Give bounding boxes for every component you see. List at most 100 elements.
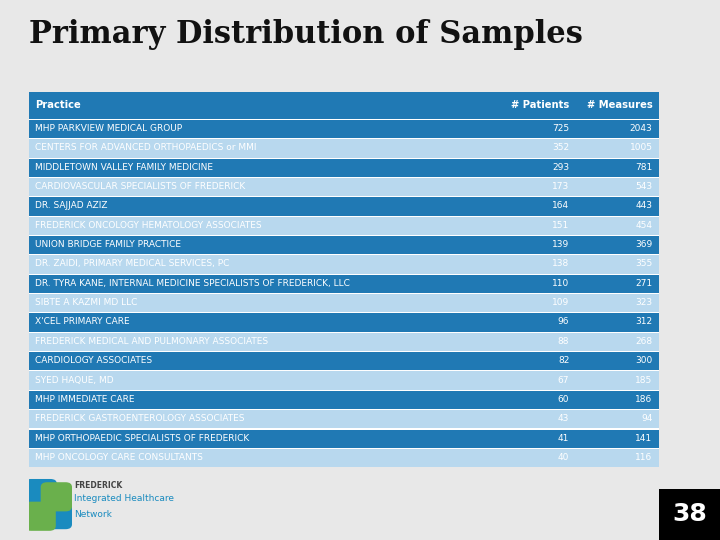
Text: 60: 60 [558,395,570,404]
Bar [492,254,576,274]
Bar [492,370,576,390]
Bar [29,235,492,254]
Bar [29,332,659,333]
Bar [29,215,492,235]
Text: MHP ONCOLOGY CARE CONSULTANTS: MHP ONCOLOGY CARE CONSULTANTS [35,453,203,462]
Bar [576,158,659,177]
Bar [576,119,659,138]
Text: CARDIOVASCULAR SPECIALISTS OF FREDERICK: CARDIOVASCULAR SPECIALISTS OF FREDERICK [35,182,246,191]
Text: SIBTE A KAZMI MD LLC: SIBTE A KAZMI MD LLC [35,298,138,307]
Bar [492,92,576,119]
Text: Primary Distribution of Samples: Primary Distribution of Samples [29,19,582,50]
Bar [29,448,492,467]
Bar [29,448,659,449]
Bar [29,177,659,178]
Text: CARDIOLOGY ASSOCIATES: CARDIOLOGY ASSOCIATES [35,356,152,365]
Text: 454: 454 [636,221,652,230]
Bar [492,274,576,293]
Text: 164: 164 [552,201,570,211]
Text: 38: 38 [672,502,707,526]
Bar [576,138,659,158]
Text: 88: 88 [558,337,570,346]
Text: 43: 43 [558,414,570,423]
Bar [29,177,492,196]
Bar [29,370,492,390]
Bar [29,409,492,428]
Bar [29,215,659,217]
Bar [29,312,492,332]
Bar [576,196,659,215]
Text: 82: 82 [558,356,570,365]
Bar [492,351,576,370]
Text: 173: 173 [552,182,570,191]
Bar [576,370,659,390]
Text: X'CEL PRIMARY CARE: X'CEL PRIMARY CARE [35,318,130,327]
Text: 110: 110 [552,279,570,288]
Bar [492,177,576,196]
Bar [29,254,659,255]
Text: 40: 40 [558,453,570,462]
Text: 725: 725 [552,124,570,133]
Bar [492,235,576,254]
Text: Integrated Healthcare: Integrated Healthcare [74,494,174,503]
Bar [29,409,659,410]
Bar [576,254,659,274]
Text: 186: 186 [635,395,652,404]
FancyBboxPatch shape [659,489,720,540]
Text: # Patients: # Patients [511,100,570,110]
Text: 355: 355 [635,259,652,268]
Bar [576,215,659,235]
Text: 138: 138 [552,259,570,268]
Text: MHP PARKVIEW MEDICAL GROUP: MHP PARKVIEW MEDICAL GROUP [35,124,182,133]
Text: MHP ORTHOPAEDIC SPECIALISTS OF FREDERICK: MHP ORTHOPAEDIC SPECIALISTS OF FREDERICK [35,434,249,443]
Bar [576,448,659,467]
Bar [492,196,576,215]
Text: Practice: Practice [35,100,81,110]
Text: 293: 293 [552,163,570,172]
Text: # Measures: # Measures [587,100,652,110]
Bar [29,351,659,352]
Bar [576,428,659,448]
Text: 781: 781 [635,163,652,172]
Bar [29,196,659,197]
Bar [29,196,492,215]
Bar [576,409,659,428]
Bar [29,92,492,119]
Bar [29,390,659,391]
Text: SYED HAQUE, MD: SYED HAQUE, MD [35,375,114,384]
Text: MHP IMMEDIATE CARE: MHP IMMEDIATE CARE [35,395,135,404]
Bar [576,274,659,293]
Text: FREDERICK ONCOLOGY HEMATOLOGY ASSOCIATES: FREDERICK ONCOLOGY HEMATOLOGY ASSOCIATES [35,221,262,230]
Text: 139: 139 [552,240,570,249]
Text: 268: 268 [635,337,652,346]
Bar [29,158,659,159]
FancyBboxPatch shape [24,479,57,508]
Bar [576,351,659,370]
Text: MIDDLETOWN VALLEY FAMILY MEDICINE: MIDDLETOWN VALLEY FAMILY MEDICINE [35,163,213,172]
Text: FREDERICK GASTROENTEROLOGY ASSOCIATES: FREDERICK GASTROENTEROLOGY ASSOCIATES [35,414,245,423]
Bar [576,293,659,312]
FancyBboxPatch shape [40,482,72,511]
Text: 543: 543 [635,182,652,191]
Bar [492,428,576,448]
Text: DR. SAJJAD AZIZ: DR. SAJJAD AZIZ [35,201,107,211]
Bar [29,235,659,236]
Text: 67: 67 [558,375,570,384]
Bar [492,312,576,332]
Bar [576,92,659,119]
Bar [492,215,576,235]
Text: 1005: 1005 [629,143,652,152]
Bar [29,351,492,370]
Bar [29,254,492,274]
Text: 300: 300 [635,356,652,365]
Bar [29,293,659,294]
Text: 323: 323 [635,298,652,307]
Text: 94: 94 [641,414,652,423]
Bar [576,235,659,254]
Bar [492,293,576,312]
Text: 271: 271 [635,279,652,288]
Text: CENTERS FOR ADVANCED ORTHOPAEDICS or MMI: CENTERS FOR ADVANCED ORTHOPAEDICS or MMI [35,143,256,152]
Bar [29,428,659,429]
Bar [492,138,576,158]
Bar [29,370,659,372]
